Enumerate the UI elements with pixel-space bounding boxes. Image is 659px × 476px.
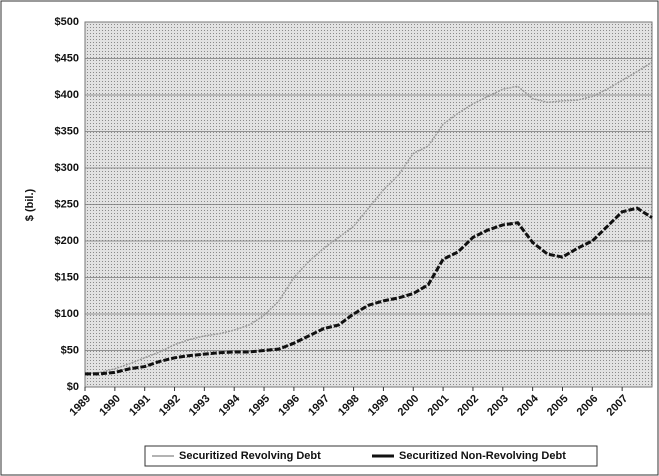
y-tick-label: $400: [55, 89, 79, 101]
y-tick-label: $500: [55, 16, 79, 28]
series-line: [85, 206, 653, 376]
y-tick-label: $50: [61, 344, 79, 356]
y-tick-label: $0: [67, 381, 79, 393]
legend-label: Securitized Revolving Debt: [179, 450, 321, 462]
y-tick-label: $200: [55, 235, 79, 247]
y-tick-label: $250: [55, 198, 79, 210]
y-axis-label: $ (bil.): [24, 188, 36, 221]
legend-box: [144, 445, 598, 467]
y-tick-label: $350: [55, 125, 79, 137]
series-line: [84, 61, 653, 375]
legend-label: Securitized Non-Revolving Debt: [399, 450, 566, 462]
y-tick-label: $300: [55, 162, 79, 174]
y-tick-label: $150: [55, 271, 79, 283]
y-tick-label: $100: [55, 308, 79, 320]
y-tick-label: $450: [55, 52, 79, 64]
